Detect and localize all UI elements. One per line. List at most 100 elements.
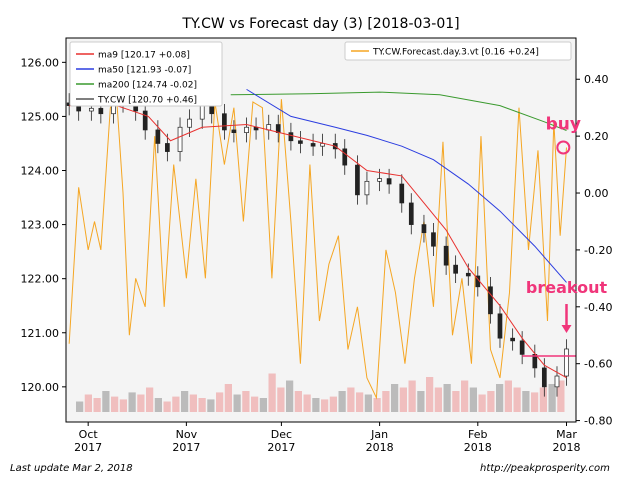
breakout-arrow-head (561, 325, 572, 334)
x-tick-label-year: 2018 (366, 441, 394, 454)
candle-body (222, 113, 227, 131)
volume-bar (233, 394, 241, 412)
candle-body (465, 272, 471, 277)
volume-bar (356, 392, 364, 412)
candle-body (377, 178, 382, 182)
candle-body (298, 140, 303, 144)
ma9-line (69, 105, 567, 379)
volume-bar (163, 401, 171, 412)
volume-bar (321, 399, 329, 412)
volume-bar (172, 396, 180, 412)
left-y-tick-label: 124.00 (21, 165, 60, 178)
volume-bar (111, 396, 119, 412)
right-y-tick-label: -0.80 (584, 415, 612, 428)
legend-label: ma200 [124.74 -0.02] (98, 81, 197, 91)
volume-bar (364, 394, 372, 412)
candle-body (165, 143, 170, 152)
left-y-tick-label: 123.00 (21, 219, 60, 232)
volume-bar (452, 391, 460, 412)
candle-body (497, 313, 503, 339)
ma200-line (230, 91, 567, 131)
left-y-tick-label: 126.00 (21, 56, 60, 69)
volume-bar (312, 398, 320, 412)
x-tick-label-year: 2018 (464, 441, 492, 454)
legend-right-box (344, 41, 572, 61)
volume-bar (277, 387, 285, 412)
candle-body (488, 286, 493, 315)
left-y-tick-label: 121.00 (21, 327, 60, 340)
volume-bar (548, 384, 556, 412)
volume-bar (417, 391, 425, 412)
x-tick-label-month: Nov (176, 428, 198, 441)
x-tick-label-year: 2017 (267, 441, 295, 454)
candle-body (155, 129, 161, 144)
candle-body (177, 126, 183, 152)
volume-bar (198, 398, 206, 412)
volume-bar (207, 399, 215, 412)
x-tick-label-month: Feb (468, 428, 487, 441)
candle-body (88, 107, 94, 112)
volume-bar (251, 396, 259, 412)
volume-bar (329, 396, 337, 412)
volume-bar (426, 377, 434, 412)
right-y-tick-label: 0.20 (584, 130, 609, 143)
volume-bar (102, 391, 110, 412)
candle-body (187, 118, 192, 128)
left-y-tick-label: 122.00 (21, 273, 60, 286)
candle-body (431, 232, 436, 247)
candle-body (453, 264, 458, 274)
candle-body (231, 129, 237, 133)
volume-bar (259, 398, 267, 412)
volume-bar (76, 401, 84, 412)
candle-body (408, 202, 414, 225)
volume-bar (504, 380, 512, 412)
chart-title: TY.CW vs Forecast day (3) [2018-03-01] (181, 16, 459, 32)
candle-body (519, 340, 525, 355)
volume-bar (84, 394, 92, 412)
volume-bar (146, 387, 154, 412)
volume-bar (181, 391, 189, 412)
left-y-tick-label: 125.00 (21, 110, 60, 123)
candle-body (355, 164, 360, 196)
candle-body (564, 348, 569, 377)
volume-bar (434, 387, 442, 412)
volume-bar (338, 391, 346, 412)
breakout-label: breakout (526, 278, 608, 297)
volume-bar (128, 392, 136, 412)
volume-bar (242, 391, 250, 412)
volume-bar (373, 398, 381, 412)
right-y-tick-label: 0.00 (584, 187, 609, 200)
x-tick-label-month: Mar (556, 428, 577, 441)
volume-bar (478, 394, 486, 412)
volume-bar (347, 387, 355, 412)
candle-body (554, 375, 560, 388)
volume-bar (443, 384, 451, 412)
left-y-tick-label: 120.00 (21, 381, 60, 394)
volume-bar (119, 399, 127, 412)
volume-bar (531, 392, 539, 412)
volume-bar (496, 384, 504, 412)
candle-body (310, 143, 316, 147)
volume-bar (303, 394, 311, 412)
legend-label: ma50 [121.93 -0.07] (98, 66, 191, 76)
candle-body (541, 367, 547, 388)
right-y-tick-label: 0.40 (584, 73, 609, 86)
x-tick-label-month: Oct (79, 428, 99, 441)
candle-body (244, 126, 249, 133)
right-y-tick-label: -0.20 (584, 244, 612, 257)
volume-bar (268, 373, 276, 412)
candle-body (342, 148, 348, 166)
volume-bar (539, 387, 547, 412)
right-y-tick-label: -0.60 (584, 358, 612, 371)
volume-bar (557, 380, 565, 412)
candle-body (142, 110, 148, 131)
buy-marker (556, 140, 571, 155)
volume-bar (216, 392, 224, 412)
x-tick-label-year: 2017 (172, 441, 200, 454)
volume-bar (154, 398, 162, 412)
candle-body (98, 107, 104, 115)
volume-bar (294, 391, 302, 412)
candle-body (199, 105, 205, 120)
right-y-tick-label: -0.40 (584, 301, 612, 314)
